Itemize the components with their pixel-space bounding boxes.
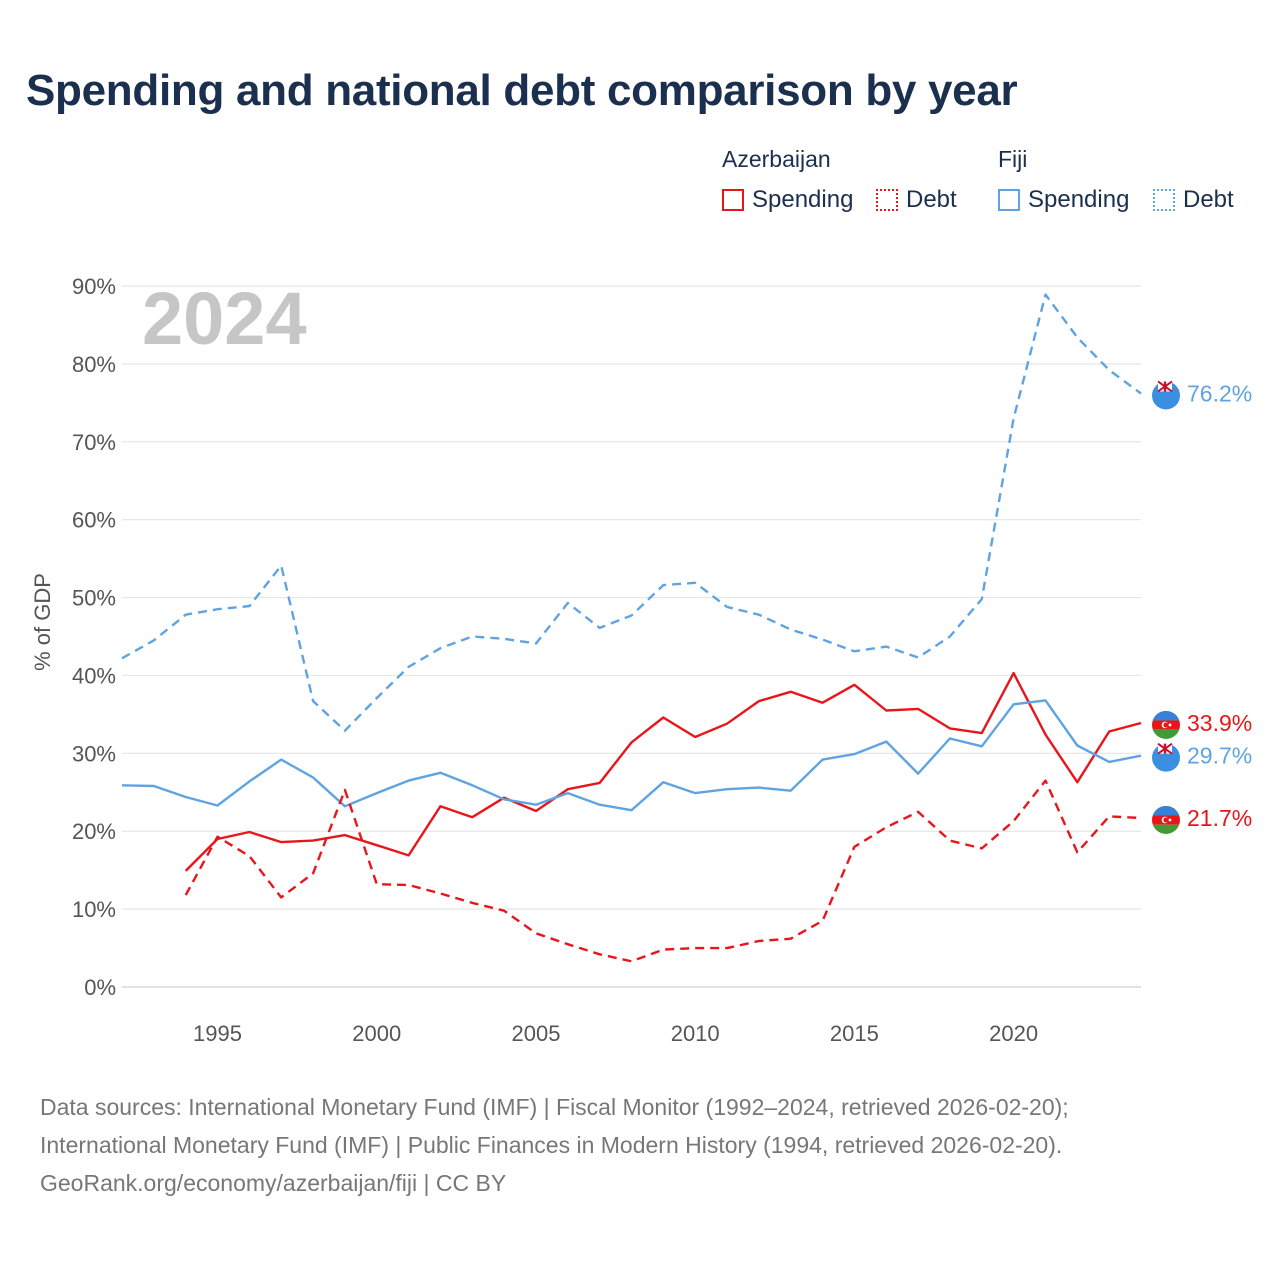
chart-title: Spending and national debt comparison by… xyxy=(26,66,1018,115)
y-tick-label: 70% xyxy=(72,430,116,455)
x-tick-label: 2005 xyxy=(511,1021,560,1046)
legend-swatch-fiji-debt xyxy=(1153,189,1175,211)
flag-marker-fiji xyxy=(1152,380,1180,410)
y-tick-label: 80% xyxy=(72,352,116,377)
legend-azerbaijan-spending[interactable]: Spending xyxy=(722,186,853,214)
flag-star xyxy=(1168,818,1172,822)
flag-band-bottom xyxy=(1152,729,1180,739)
y-axis-label: % of GDP xyxy=(30,573,55,671)
legend-swatch-azerbaijan-spending xyxy=(722,189,744,211)
y-tick-label: 20% xyxy=(72,819,116,844)
flag-star xyxy=(1168,723,1172,727)
legend-label: Spending xyxy=(1028,186,1130,213)
y-tick-label: 50% xyxy=(72,586,116,611)
end-value-label-azerbaijan-debt: 21.7% xyxy=(1187,805,1252,831)
year-watermark: 2024 xyxy=(142,277,307,360)
y-tick-label: 0% xyxy=(84,975,116,1000)
x-tick-label: 2000 xyxy=(352,1021,401,1046)
y-tick-label: 60% xyxy=(72,508,116,533)
legend-label: Spending xyxy=(752,186,854,213)
footer-sources: Data sources: International Monetary Fun… xyxy=(40,1088,1069,1202)
y-tick-label: 30% xyxy=(72,741,116,766)
flag-band-top-blue xyxy=(1152,710,1180,721)
x-tick-label: 2020 xyxy=(989,1021,1038,1046)
footer-line-3: GeoRank.org/economy/azerbaijan/fiji | CC… xyxy=(40,1170,507,1196)
flag-marker-azerbaijan xyxy=(1152,710,1180,739)
flag-band-top-blue xyxy=(1152,805,1180,816)
y-tick-label: 10% xyxy=(72,897,116,922)
series-line-azerbaijan-debt xyxy=(184,779,1142,963)
series-line-azerbaijan-spending xyxy=(184,671,1142,872)
end-value-label-azerbaijan-spending: 33.9% xyxy=(1187,710,1252,736)
fiji-flag-icon xyxy=(1152,380,1180,410)
flag-marker-fiji xyxy=(1152,742,1180,772)
legend-azerbaijan-debt[interactable]: Debt xyxy=(876,186,957,214)
azerbaijan-flag-icon xyxy=(1152,710,1180,739)
y-tick-label: 90% xyxy=(72,274,116,299)
series-line-fiji-spending xyxy=(121,699,1142,812)
legend-fiji-debt[interactable]: Debt xyxy=(1153,186,1234,214)
x-tick-label: 2010 xyxy=(671,1021,720,1046)
flag-band-bottom xyxy=(1152,824,1180,834)
x-tick-label: 2015 xyxy=(830,1021,879,1046)
legend-label: Debt xyxy=(1183,186,1234,213)
flag-marker-azerbaijan xyxy=(1152,805,1180,834)
footer-line-2: International Monetary Fund (IMF) | Publ… xyxy=(40,1132,1063,1158)
legend-swatch-fiji-spending xyxy=(998,189,1020,211)
y-tick-label: 40% xyxy=(72,663,116,688)
azerbaijan-flag-icon xyxy=(1152,805,1180,834)
legend-fiji-spending[interactable]: Spending xyxy=(998,186,1129,214)
legend-group-fiji: Fiji xyxy=(998,146,1028,172)
line-chart: 2024 % of GDP 0% 10% 20% 30% 40% 50% 60% 70% 80%… xyxy=(30,274,1252,1046)
x-tick-label: 1995 xyxy=(193,1021,242,1046)
flag-crescent-inner xyxy=(1163,817,1169,823)
series-line-fiji-debt xyxy=(121,293,1142,732)
footer-line-1: Data sources: International Monetary Fun… xyxy=(40,1094,1069,1120)
legend-group-azerbaijan: Azerbaijan xyxy=(722,146,831,172)
fiji-flag-icon xyxy=(1152,742,1180,772)
end-value-label-fiji-spending: 29.7% xyxy=(1187,743,1252,769)
legend-label: Debt xyxy=(906,186,957,213)
end-value-label-fiji-debt: 76.2% xyxy=(1187,380,1252,406)
legend-swatch-azerbaijan-debt xyxy=(876,189,898,211)
flag-crescent-inner xyxy=(1163,722,1169,728)
